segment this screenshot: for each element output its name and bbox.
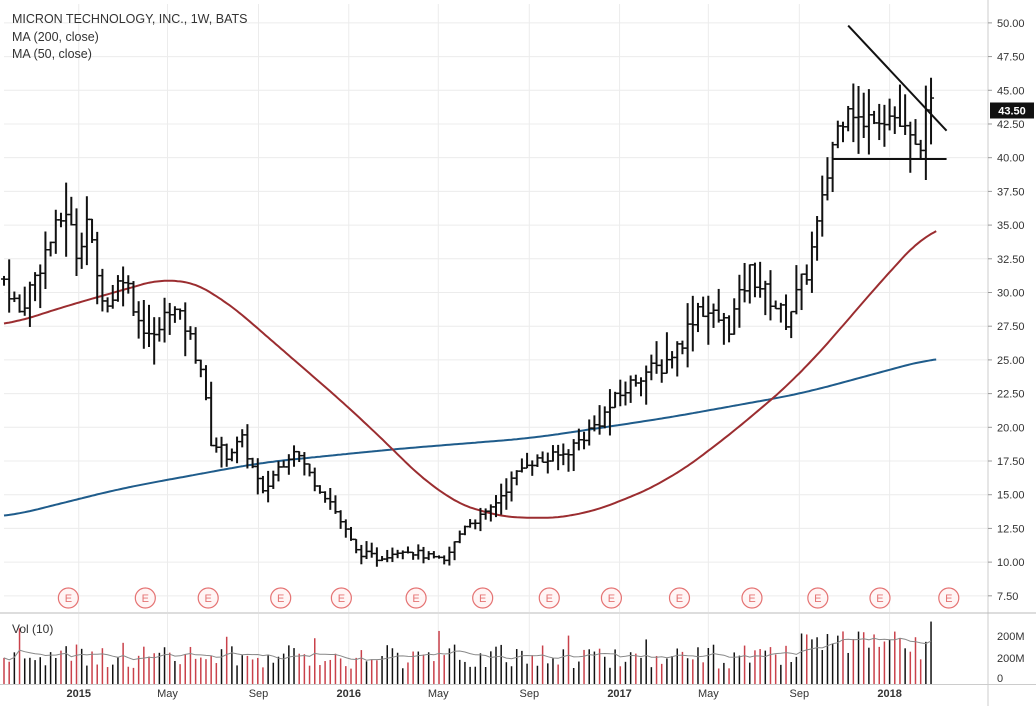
ma-200-path — [3, 358, 937, 517]
earnings-marker-label: E — [876, 593, 883, 605]
volume-tick-label: 200M — [997, 653, 1025, 665]
legend-ma-50[interactable]: MA (50, close) — [12, 47, 92, 61]
earnings-marker-label: E — [748, 593, 755, 605]
price-tick-label: 17.50 — [997, 456, 1025, 468]
price-tick-label: 10.00 — [997, 557, 1025, 569]
time-tick-label: Sep — [249, 688, 269, 700]
last-price-label: 43.50 — [998, 106, 1026, 118]
price-tick-label: 32.50 — [997, 254, 1025, 266]
volume-average-line — [3, 637, 932, 661]
time-tick-label: 2018 — [877, 688, 901, 700]
earnings-marker — [741, 587, 763, 609]
price-tick-label: 35.00 — [997, 220, 1025, 232]
price-tick-label: 25.00 — [997, 355, 1025, 367]
time-axis[interactable]: 2015 May Sep 2016 May Sep 2017 May Sep 2018 — [66, 688, 901, 700]
earnings-marker-label: E — [814, 593, 821, 605]
earnings-marker-label: E — [412, 593, 419, 605]
time-tick-label: 2016 — [337, 688, 361, 700]
last-price-tag — [990, 102, 1034, 119]
earnings-marker — [600, 587, 623, 609]
price-tick-label: 37.50 — [997, 186, 1025, 198]
earnings-marker-label: E — [277, 593, 284, 605]
time-tick-label: 2017 — [607, 688, 631, 700]
chart-title: MICRON TECHNOLOGY, INC., 1W, BATS — [12, 12, 248, 26]
ma-50-path — [3, 230, 937, 519]
earnings-marker-label: E — [205, 593, 212, 605]
earnings-marker — [330, 587, 352, 609]
price-tick-label: 22.50 — [997, 389, 1025, 401]
earnings-marker — [405, 587, 427, 609]
earnings-marker-label: E — [608, 593, 615, 605]
price-tick-label: 50.00 — [997, 18, 1025, 30]
chart-grid — [4, 4, 988, 684]
volume-label[interactable]: Vol (10) — [12, 622, 54, 636]
price-tick-label: 7.50 — [997, 591, 1018, 603]
price-tick-label: 20.00 — [997, 422, 1025, 434]
price-tick-label: 12.50 — [997, 523, 1025, 535]
earnings-marker — [869, 587, 891, 609]
ma-200-line — [3, 358, 937, 517]
earnings-marker — [197, 587, 219, 609]
price-tick-label: 30.00 — [997, 287, 1025, 299]
ma-50-line — [3, 230, 937, 519]
earnings-marker — [472, 587, 494, 609]
price-tick-label: 15.00 — [997, 490, 1025, 502]
time-tick-label: May — [157, 688, 178, 700]
time-tick-label: May — [698, 688, 719, 700]
earnings-marker-label: E — [65, 593, 72, 605]
price-tick-label: 40.00 — [997, 153, 1025, 165]
price-tick-label: 47.50 — [997, 52, 1025, 64]
time-tick-label: Sep — [790, 688, 810, 700]
earnings-marker — [134, 587, 156, 609]
earnings-marker — [668, 587, 691, 609]
price-tick-label: 42.50 — [997, 119, 1025, 131]
legend-ma-200[interactable]: MA (200, close) — [12, 30, 99, 44]
earnings-marker-label: E — [338, 593, 345, 605]
volume-bars — [3, 621, 932, 684]
earnings-marker — [270, 587, 292, 609]
earnings-marker-label: E — [546, 593, 553, 605]
earnings-marker-label: E — [676, 593, 683, 605]
earnings-marker — [807, 587, 829, 609]
volume-tick-label: 200M — [997, 631, 1025, 643]
time-tick-label: May — [428, 688, 449, 700]
triangle-upper-line — [847, 24, 948, 132]
earnings-marker — [538, 587, 560, 609]
volume-tick-label: 0 — [997, 673, 1003, 685]
ohlc-bars — [1, 77, 935, 567]
earnings-marker — [938, 587, 960, 609]
earnings-marker-label: E — [479, 593, 486, 605]
price-tick-label: 27.50 — [997, 321, 1025, 333]
price-tick-label: 45.00 — [997, 85, 1025, 97]
trendlines[interactable] — [832, 24, 948, 161]
time-tick-label: 2015 — [66, 688, 90, 700]
time-tick-label: Sep — [520, 688, 540, 700]
earnings-marker-label: E — [945, 593, 952, 605]
earnings-marker — [57, 587, 79, 609]
price-axis[interactable]: 7.50 10.00 12.50 15.00 17.50 20.00 22.50 25.00 2… — [988, 18, 1034, 685]
earnings-marker-label: E — [142, 593, 149, 605]
